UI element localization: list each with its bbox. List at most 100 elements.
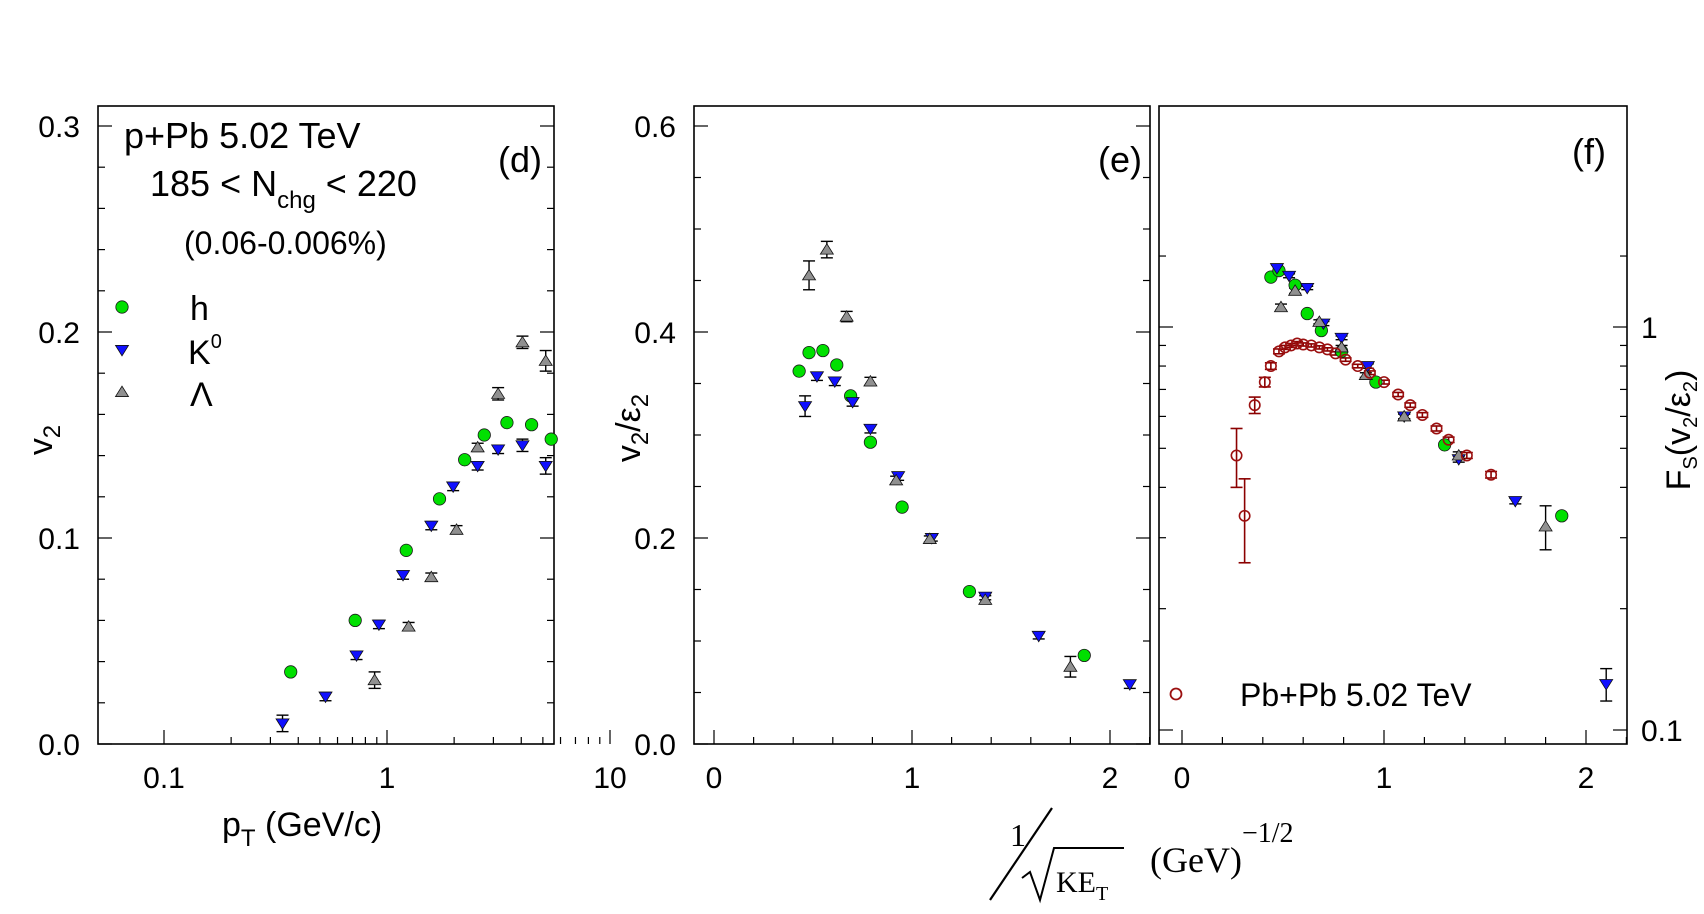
panel-f-PbPb-point: [1416, 408, 1429, 421]
panel-e-xtick-label: 1: [904, 762, 921, 795]
panel-e-h-point: [792, 364, 806, 378]
panel-f-Lambda-point: [1396, 409, 1412, 422]
panel-e-Lambda-point: [819, 242, 835, 255]
xlabel-fraction-slash: [989, 807, 1053, 901]
marks-layer: [275, 242, 1614, 731]
panel-f-PbPb-point: [1238, 509, 1251, 522]
panel-f-PbPb-point: [1305, 339, 1318, 352]
panel-d-K0-point: [371, 619, 387, 632]
panel-e-ytick-label: 0.6: [634, 111, 676, 144]
panel-f-PbPb-point: [1291, 337, 1304, 350]
panel-f-K0-point: [1598, 679, 1614, 691]
panel-d-xtick-label: 0.1: [143, 762, 185, 795]
panel-f-ytick-label: 0.1: [1641, 715, 1683, 748]
panel-e-K0-point: [863, 423, 878, 436]
panel-f-K0-point: [1300, 282, 1315, 295]
panel-f-xtick-label: 1: [1376, 762, 1393, 795]
panel-d-label: (d): [498, 139, 542, 180]
panel-d-Lambda-point: [515, 335, 530, 348]
panel-f-ylabel: FS(v2/ε2): [1660, 370, 1702, 491]
panel-d-h-point: [500, 416, 514, 430]
panel-e-Lambda-point: [863, 374, 878, 387]
panel-d-K0-point: [349, 650, 364, 663]
panel-e-K0-point: [1122, 679, 1138, 691]
panel-e-Lambda-point: [888, 473, 904, 486]
panel-d-K0-point: [470, 460, 485, 473]
panel-d-h-point: [544, 432, 558, 446]
panel-f-PbPb-point: [1285, 339, 1298, 352]
xlabel-sqrt-sign: [1021, 847, 1124, 904]
panel-f-PbPb-point: [1329, 347, 1342, 360]
panel-d-K0-point: [490, 444, 506, 457]
panel-d-h-point: [399, 543, 413, 557]
panel-e-ylabel: v2/ε2: [610, 394, 654, 462]
panel-f-PbPb-point: [1297, 338, 1310, 351]
panel-f-h-point: [1300, 306, 1314, 321]
panel-e-K0-point: [845, 397, 860, 409]
panel-f-PbPb-point: [1230, 449, 1243, 462]
panel-d-Lambda-point: [538, 354, 553, 366]
panel-d-K0-point: [275, 718, 290, 731]
xlabel-numerator: 1: [1010, 817, 1026, 853]
panel-d-Lambda-point: [367, 673, 382, 686]
panel-e-h-point: [830, 358, 844, 372]
panel-f-PbPb-point: [1248, 399, 1261, 412]
panel-f-Lambda-point: [1358, 368, 1374, 380]
ticks-layer: 0.1 1 100.00.10.20.30 1 20.00.20.40.60 1 20.11: [38, 111, 1682, 795]
panel-f-PbPb-errorbar: [1230, 427, 1243, 489]
panel-d-xlabel: pT (GeV/c): [222, 806, 382, 852]
panel-f-PbPb-point: [1378, 376, 1391, 389]
panel-e-Lambda-point: [801, 268, 817, 281]
panel-f-Lambda-point: [1312, 315, 1327, 327]
panel-f-PbPb-errorbar: [1339, 357, 1352, 363]
panel-e-ytick-label: 0.2: [634, 523, 676, 556]
legend-label-K0: K0: [188, 331, 222, 372]
panel-e-h-point: [962, 584, 977, 599]
panel-d-ytick-label: 0.2: [38, 317, 80, 350]
xlabel-denominator: KET: [1056, 866, 1108, 905]
panel-f-PbPb-point: [1460, 449, 1473, 462]
panel-d-K0-point: [424, 520, 439, 533]
panel-d-ytick-label: 0.0: [38, 729, 80, 762]
panel-e-h-point: [1077, 648, 1091, 663]
panel-f-PbPb-point: [1392, 388, 1405, 401]
panel-d-K0-point: [445, 481, 461, 494]
panel-e-h-point: [816, 343, 830, 358]
panel-e-K0-point: [1031, 630, 1046, 643]
panel-f-PbPb-point: [1351, 360, 1364, 373]
panel-d-annotation-line3: (0.06-0.006%): [184, 225, 387, 261]
panel-f-PbPb-point: [1339, 353, 1352, 366]
panel-e-ytick-label: 0.4: [634, 317, 676, 350]
panel-e-Lambda-point: [839, 309, 854, 322]
legend-label-lambda: Λ: [190, 376, 213, 414]
panel-d-K0-point: [318, 691, 333, 704]
panel-d-h-point: [284, 665, 298, 679]
panel-f-Lambda-point: [1287, 284, 1303, 296]
panel-f-frame: [1158, 105, 1628, 745]
panel-d-ytick-label: 0.1: [38, 523, 80, 556]
legend-d: h K0 Λ: [114, 290, 222, 414]
shared-xlabel: 1 KET (GeV)−1/2: [989, 807, 1294, 905]
panel-f-h-point: [1555, 509, 1569, 523]
panel-e-K0-point: [809, 371, 825, 383]
panel-f-PbPb-point: [1404, 399, 1417, 412]
panel-f-xtick-label: 2: [1578, 762, 1595, 795]
panel-e-Lambda-point: [1063, 660, 1078, 672]
legend-symbol-K0: [114, 345, 130, 357]
panel-e-K0-point: [827, 376, 843, 389]
panel-e-xtick-label: 2: [1102, 762, 1119, 795]
panel-d-h-point: [432, 492, 447, 506]
legend-label-h: h: [190, 290, 209, 328]
panel-d-h-point: [524, 418, 539, 432]
panel-d-Lambda-point: [401, 619, 416, 632]
panel-e-Lambda-point: [978, 593, 993, 605]
panel-f-PbPb-point: [1264, 360, 1277, 373]
panel-f-PbPb-point: [1279, 341, 1292, 354]
panel-f-K0-point: [1360, 361, 1376, 373]
panel-d-frame: [97, 105, 555, 745]
legend-symbol-lambda: [114, 385, 130, 397]
panel-f-PbPb-errorbar: [1351, 363, 1364, 369]
panel-f-PbPb-point: [1313, 341, 1326, 354]
panel-d-ytick-label: 0.3: [38, 111, 80, 144]
